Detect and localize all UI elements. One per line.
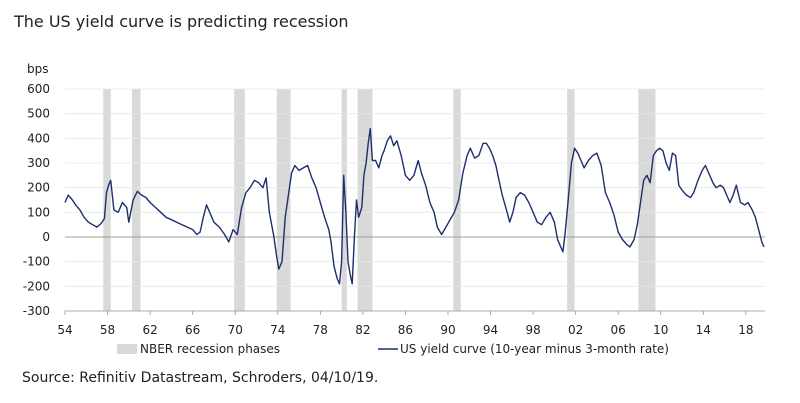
- x-tick-label: 66: [185, 323, 200, 337]
- x-tick-label: 02: [568, 323, 583, 337]
- legend: NBER recession phases US yield curve (10…: [117, 342, 669, 356]
- x-tick-label: 10: [653, 323, 668, 337]
- recession-band: [453, 89, 461, 311]
- y-tick-label: 200: [27, 181, 50, 195]
- y-tick-label: -100: [23, 255, 50, 269]
- x-tick-label: 06: [611, 323, 626, 337]
- y-tick-label: -200: [23, 279, 50, 293]
- x-tick-label: 82: [355, 323, 370, 337]
- x-tick-label: 94: [483, 323, 498, 337]
- y-tick-label: -300: [23, 304, 50, 318]
- y-tick-label: 400: [27, 131, 50, 145]
- x-tick-label: 58: [100, 323, 115, 337]
- yield-curve-line: [64, 127, 765, 285]
- recession-band: [132, 89, 141, 311]
- recession-bands: [103, 89, 656, 311]
- legend-line-label: US yield curve (10-year minus 3-month ra…: [400, 342, 669, 356]
- recession-band: [638, 89, 656, 311]
- recession-band: [357, 89, 373, 311]
- y-gridlines: [65, 88, 765, 312]
- recession-band: [103, 89, 111, 311]
- y-tick-label: 100: [27, 205, 50, 219]
- y-axis-unit-label: bps: [27, 62, 49, 76]
- recession-band: [234, 89, 245, 311]
- y-tick-label: 300: [27, 156, 50, 170]
- legend-recession-swatch: [117, 344, 137, 354]
- yield-curve-chart: bps 600 500 400 300 200 100 0 -100 -200 -300 54 58…: [23, 62, 765, 356]
- x-tick-label: 14: [696, 323, 711, 337]
- source-note: Source: Refinitiv Datastream, Schroders,…: [22, 370, 379, 386]
- x-axis-ticks: 54 58 62 66 70 74 78 82 86 90 94 98 02 06 10 14 18: [57, 310, 765, 337]
- recession-band: [567, 89, 575, 311]
- y-tick-label: 600: [27, 82, 50, 96]
- x-tick-label: 54: [57, 323, 72, 337]
- x-tick-label: 78: [313, 323, 328, 337]
- chart-title: The US yield curve is predicting recessi…: [14, 12, 349, 31]
- y-tick-label: 500: [27, 107, 50, 121]
- x-tick-label: 98: [525, 323, 540, 337]
- legend-recession-label: NBER recession phases: [140, 342, 280, 356]
- x-tick-label: 62: [142, 323, 157, 337]
- y-tick-label: 0: [42, 230, 50, 244]
- x-tick-label: 18: [738, 323, 753, 337]
- x-tick-label: 70: [228, 323, 243, 337]
- recession-band: [341, 89, 347, 311]
- recession-band: [276, 89, 291, 311]
- x-tick-label: 90: [440, 323, 455, 337]
- y-axis-ticks: 600 500 400 300 200 100 0 -100 -200 -300: [23, 82, 50, 318]
- x-tick-label: 86: [398, 323, 413, 337]
- x-tick-label: 74: [270, 323, 285, 337]
